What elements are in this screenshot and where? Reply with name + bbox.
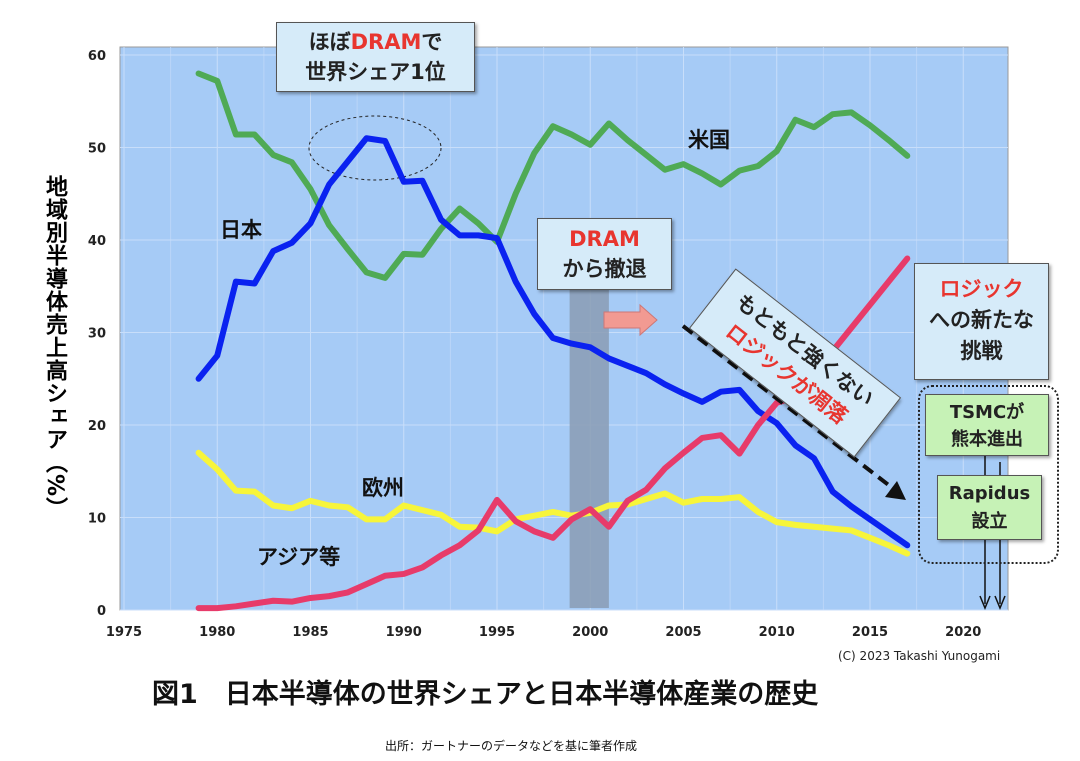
y-tick-label: 20: [88, 419, 106, 434]
x-tick-label: 1995: [479, 625, 515, 640]
right-arrow-icon: [603, 303, 658, 337]
annotation-text: 挑戦: [960, 339, 1003, 363]
annotation-text: で: [421, 30, 443, 54]
x-tick-label: 2005: [665, 625, 701, 640]
y-tick-label: 10: [88, 512, 106, 527]
highlight-ellipse: [308, 115, 442, 181]
annotation-text: TSMCが: [949, 402, 1025, 423]
annotation-text: 熊本進出: [951, 429, 1023, 450]
annotation-text: 世界シェア1位: [305, 60, 446, 84]
annotation-text-red: ロジック: [939, 277, 1024, 301]
x-tick-label: 2000: [572, 625, 608, 640]
copyright: (C) 2023 Takashi Yunogami: [838, 649, 1001, 663]
annotation-dram-exit: DRAM から撤退: [537, 218, 672, 290]
annotation-text: ほぼ: [308, 30, 351, 54]
chart-title: 図1 日本半導体の世界シェアと日本半導体産業の歴史: [152, 679, 819, 710]
annotation-text: 設立: [971, 511, 1008, 532]
x-tick-label: 1985: [292, 625, 328, 640]
annotation-text: への新たな: [929, 308, 1034, 332]
series-label-asia: アジア等: [257, 545, 341, 569]
y-tick-label: 60: [88, 49, 106, 64]
x-tick-label: 2020: [945, 625, 981, 640]
down-arrow-icon: [979, 595, 991, 610]
y-axis-label: 地域別半導体売上高シェア（%）: [42, 175, 67, 521]
dashed-arrow-line: [681, 324, 897, 492]
annotation-logic-challenge: ロジック への新たな 挑戦: [914, 263, 1049, 380]
annotation-text: Rapidus: [948, 483, 1031, 504]
source-note: 出所：ガートナーのデータなどを基に筆者作成: [385, 739, 638, 753]
down-arrow-icon: [994, 595, 1006, 610]
series-label-japan: 日本: [220, 218, 262, 242]
x-tick-label: 2015: [852, 625, 888, 640]
series-label-europe: 欧州: [362, 476, 404, 500]
x-tick-label: 2010: [759, 625, 795, 640]
annotation-rapidus: Rapidus 設立: [937, 475, 1042, 540]
arrow-head-icon: [885, 481, 906, 500]
annotation-dram-top-share: ほぼDRAMで 世界シェア1位: [276, 22, 475, 92]
x-tick-label: 1990: [386, 625, 422, 640]
series-line-米国: [195, 70, 911, 281]
y-tick-label: 30: [88, 327, 106, 342]
y-tick-label: 50: [88, 142, 106, 157]
dram-exit-period-band: [569, 282, 609, 608]
annotation-text-red: DRAM: [569, 227, 640, 251]
annotation-text-red: DRAM: [350, 30, 422, 54]
series-line-日本: [195, 135, 911, 549]
series-label-usa: 米国: [688, 128, 730, 152]
x-tick-label: 1980: [199, 625, 235, 640]
y-tick-label: 40: [88, 234, 106, 249]
annotation-tsmc: TSMCが 熊本進出: [925, 394, 1049, 456]
series-line-欧州: [195, 449, 911, 557]
y-tick-label: 0: [97, 604, 106, 619]
x-tick-label: 1975: [106, 625, 142, 640]
annotation-text: から撤退: [562, 257, 647, 281]
dotted-group-box: [918, 385, 1059, 564]
